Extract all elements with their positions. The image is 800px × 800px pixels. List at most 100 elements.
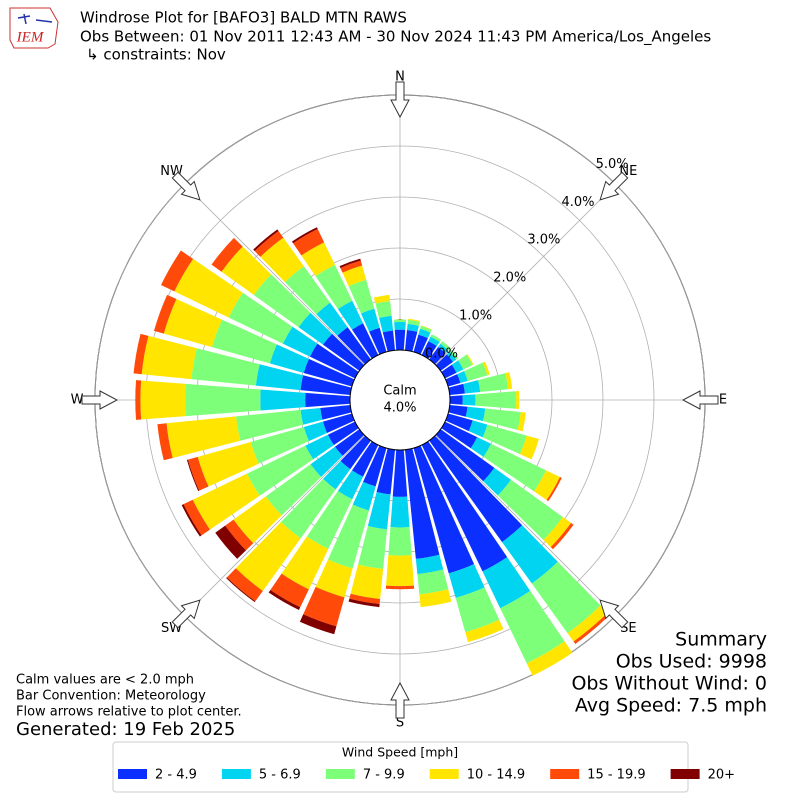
bar-segment — [348, 279, 375, 314]
bar-segment — [270, 573, 309, 608]
bar-segment — [466, 354, 474, 366]
bar-segment — [192, 473, 260, 530]
bar-segment — [408, 318, 421, 322]
flow-arrow — [681, 390, 719, 410]
bar-segment — [435, 354, 454, 371]
bar-segment — [440, 341, 451, 351]
bar-segment — [236, 409, 304, 441]
bar-segment — [316, 302, 348, 336]
bar-segment — [448, 564, 485, 598]
bar-segment — [393, 319, 407, 323]
bar-segment — [573, 612, 610, 644]
bar-segment — [441, 364, 457, 379]
bar-segment — [181, 504, 202, 537]
bar-segment — [315, 264, 353, 309]
bar-segment — [351, 441, 379, 477]
bar-segment — [519, 435, 539, 460]
legend-swatch — [429, 769, 459, 779]
direction-label: N — [395, 70, 405, 85]
bar-segment — [360, 308, 380, 332]
bar-segment — [235, 521, 301, 591]
title-line: ↳ constraints: Nov — [86, 46, 226, 64]
bar-segment — [228, 292, 293, 344]
bar-segment — [394, 321, 406, 330]
bar-segment — [358, 526, 388, 570]
bar-segment — [417, 569, 449, 595]
flow-arrow — [81, 390, 119, 410]
bar-segment — [140, 380, 186, 420]
bar-segment — [462, 394, 476, 406]
bar-segment — [385, 585, 415, 590]
bar-segment — [533, 470, 560, 501]
bar-segment — [394, 329, 406, 351]
bar-segment — [185, 383, 261, 417]
bar-segment — [382, 330, 396, 352]
bar-segment — [187, 456, 209, 491]
bar-segment — [303, 358, 355, 387]
grid-spoke — [184, 184, 365, 365]
bar-segment — [300, 407, 323, 425]
bar-segment — [323, 460, 351, 490]
bar-segment — [415, 554, 444, 575]
bar-segment — [255, 364, 304, 391]
bar-segment — [526, 641, 573, 676]
bar-segment — [166, 416, 241, 458]
bar-segment — [441, 421, 478, 449]
bar-segment — [328, 504, 369, 569]
bar-segment — [482, 557, 531, 609]
bar-segment — [233, 496, 282, 544]
bar-segment — [448, 404, 468, 417]
bar-segment — [543, 516, 572, 548]
flow-arrow — [599, 171, 629, 201]
bar-segment — [373, 294, 391, 304]
bar-segment — [339, 258, 361, 268]
bar-segment — [260, 389, 306, 411]
direction-label: S — [396, 716, 404, 731]
bar-segment — [388, 527, 412, 556]
bar-segment — [284, 266, 331, 315]
bar-segment — [390, 496, 410, 528]
bar-segment — [186, 459, 200, 492]
bar-segment — [363, 445, 387, 487]
bar-segment — [376, 448, 396, 495]
bar-segment — [337, 327, 371, 365]
summary-line: Avg Speed: 7.5 mph — [575, 695, 767, 717]
bar-segment — [298, 312, 333, 345]
bar-segment — [337, 470, 364, 500]
bar-segment — [260, 237, 304, 283]
bar-segment — [502, 525, 558, 584]
bar-segment — [419, 589, 452, 608]
bar-segment — [567, 605, 608, 642]
bar-segment — [478, 373, 509, 392]
flow-arrow — [171, 599, 201, 629]
bar-segment — [226, 568, 263, 602]
logo-lines — [17, 13, 53, 25]
bar-segment — [546, 476, 562, 502]
calm-circle — [349, 349, 451, 451]
r-tick-label: 3.0% — [527, 233, 560, 248]
bar-segment — [340, 260, 363, 273]
r-tick-label: 0.0% — [425, 346, 458, 361]
bar-segment — [340, 435, 371, 470]
bar-segment — [334, 429, 365, 456]
bar-segment — [301, 242, 335, 277]
bar-segment — [451, 360, 464, 373]
bar-segment — [281, 536, 329, 590]
bar-segment — [157, 423, 173, 461]
bar-segment — [211, 237, 243, 272]
legend-label: 5 - 6.9 — [259, 768, 301, 783]
bar-segment — [268, 590, 301, 611]
bar-segment — [429, 346, 446, 365]
bar-segment — [310, 446, 343, 477]
bar-segment — [342, 265, 367, 287]
bar-segment — [483, 443, 547, 492]
bar-segment — [464, 362, 488, 381]
legend-label: 7 - 9.9 — [363, 768, 405, 783]
title-line: Windrose Plot for [BAFO3] BALD MTN RAWS — [80, 9, 407, 27]
flow-arrow — [390, 81, 410, 119]
bar-segment — [449, 395, 463, 405]
bar-segment — [174, 258, 243, 318]
note: Bar Convention: Meteorology — [16, 689, 206, 704]
bar-segment — [282, 326, 318, 357]
